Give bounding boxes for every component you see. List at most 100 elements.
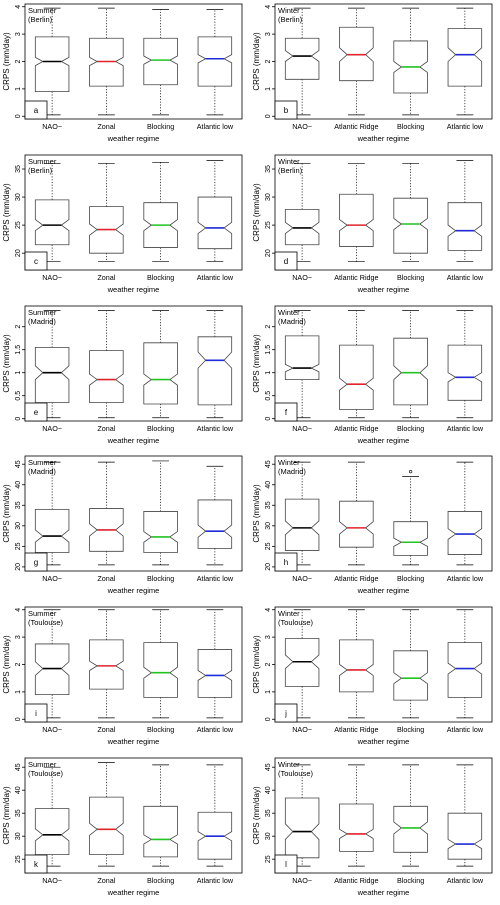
box-1: [89, 310, 124, 419]
notched-box: [284, 498, 320, 551]
panel-title: Summer: [28, 609, 57, 618]
box-3: [197, 310, 233, 419]
notched-box: [339, 803, 374, 852]
notched-box: [284, 797, 320, 859]
y-tick-label: 2: [265, 662, 272, 666]
chart-panel-h: 20 25 30 35 40 45 CRPS (mm/day) NAO− Atlantic Ri…: [252, 455, 493, 595]
notched-box: [393, 805, 428, 853]
panel-title: (Berlin): [28, 15, 53, 24]
box-0: [284, 764, 320, 867]
panel-title: (Madrid): [278, 467, 306, 476]
y-tick-label: 1: [15, 690, 22, 694]
y-tick-label: 4: [265, 5, 272, 9]
box-0: [34, 609, 70, 719]
notched-box: [393, 337, 428, 406]
box-1: [339, 7, 374, 116]
x-category-label: Atlantic low: [447, 424, 484, 433]
y-axis-label: CRPS (mm/day): [2, 32, 11, 91]
box-1: [89, 609, 124, 719]
notched-box: [89, 639, 124, 690]
chart-panel-e: 0 0.5 1 1.5 2 CRPS (mm/day) NAO− Zonal Blocking A…: [2, 305, 243, 445]
panel-title: Winter: [278, 6, 300, 15]
y-axis-label: CRPS (mm/day): [2, 484, 11, 543]
x-axis-label: weather regime: [107, 737, 160, 746]
outlier-point: [409, 470, 413, 474]
panel-letter-box: [274, 854, 298, 874]
y-axis-label: CRPS (mm/day): [2, 786, 11, 845]
panel-letter: b: [284, 106, 289, 115]
box-1: [339, 609, 374, 719]
y-tick-label: 1: [15, 371, 22, 375]
y-axis-label: CRPS (mm/day): [252, 183, 261, 242]
plot-frame: [274, 455, 493, 572]
y-tick-label: 1: [15, 87, 22, 91]
x-category-label: NAO−: [42, 725, 62, 734]
panel-letter-box: [24, 402, 48, 422]
panel-letter-box: [24, 552, 48, 572]
x-axis-label: weather regime: [357, 285, 410, 294]
x-category-label: NAO−: [42, 876, 62, 885]
y-tick-label: 2: [15, 59, 22, 63]
plot-frame: [274, 305, 493, 422]
x-category-label: Atlantic low: [447, 122, 484, 131]
box-1: [339, 310, 374, 419]
notched-box: [393, 521, 428, 556]
y-tick-label: 45: [15, 763, 22, 771]
box-3: [447, 310, 483, 419]
panel-title: (Berlin): [28, 166, 53, 175]
chart-panel-k: 25 30 35 40 45 CRPS (mm/day) NAO− Zonal Blocking…: [2, 757, 243, 897]
box-0: [284, 310, 320, 419]
panel-title: Summer: [28, 760, 57, 769]
box-2: [393, 7, 428, 116]
notched-box: [447, 812, 483, 860]
y-tick-label: 20: [265, 563, 272, 571]
x-category-label: Atlantic low: [447, 574, 484, 583]
box-3: [197, 609, 233, 719]
y-tick-label: 40: [15, 786, 22, 794]
box-3: [447, 461, 483, 566]
y-tick-label: 1: [265, 690, 272, 694]
x-axis-label: weather regime: [107, 436, 160, 445]
panel-title: (Toulouse): [278, 769, 314, 778]
y-tick-label: 1: [265, 371, 272, 375]
y-tick-label: 2: [265, 59, 272, 63]
x-category-label: Atlantic low: [197, 273, 234, 282]
panel-title: Summer: [28, 308, 57, 317]
box-2: [393, 609, 428, 719]
notched-box: [339, 193, 374, 247]
y-tick-label: 35: [265, 501, 272, 509]
y-tick-label: 0: [265, 717, 272, 721]
chart-panel-d: 20 25 30 35 CRPS (mm/day) NAO− Atlantic Ridge B…: [252, 154, 493, 294]
y-tick-label: 25: [15, 855, 22, 863]
notched-box: [89, 350, 124, 403]
box-0: [284, 163, 320, 262]
box-3: [197, 764, 233, 867]
plot-frame: [24, 154, 243, 271]
notched-box: [339, 639, 374, 693]
notched-box: [34, 199, 70, 246]
box-0: [34, 7, 70, 116]
chart-panel-i: 0 1 2 3 4 CRPS (mm/day) NAO− Zonal Blocking Atlan…: [2, 606, 243, 746]
chart-panel-g: 20 25 30 35 40 45 CRPS (mm/day) NAO− Zonal Blocki…: [2, 455, 243, 595]
y-tick-label: 2: [15, 325, 22, 329]
panel-letter: d: [284, 257, 288, 266]
x-axis-label: weather regime: [107, 134, 160, 143]
y-tick-label: 3: [265, 635, 272, 639]
x-category-label: Atlantic low: [197, 725, 234, 734]
panel-title: (Berlin): [278, 166, 303, 175]
box-1: [89, 461, 124, 566]
panel-title: Summer: [28, 6, 57, 15]
box-0: [284, 461, 320, 566]
y-axis-label: CRPS (mm/day): [2, 635, 11, 694]
panel-letter-box: [274, 251, 298, 271]
box-3: [197, 160, 233, 262]
panel-letter-box: [274, 402, 298, 422]
notched-box: [284, 335, 320, 380]
panel-letter: l: [285, 860, 287, 869]
panel-title: Summer: [28, 157, 57, 166]
panel-letter-box: [24, 251, 48, 271]
panel-title: Winter: [278, 760, 300, 769]
x-category-label: Atlantic Ridge: [334, 424, 378, 433]
box-2: [143, 764, 178, 867]
y-tick-label: 3: [15, 32, 22, 36]
